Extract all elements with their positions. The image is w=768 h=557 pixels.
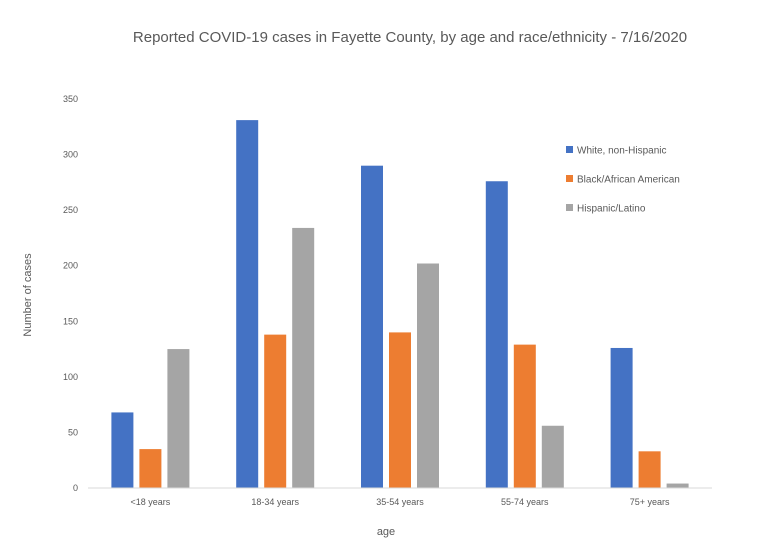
bar-white-non-hispanic-35-54-years: [361, 165, 383, 488]
legend-swatch-hispanic-latino: [566, 204, 573, 211]
bar-hispanic-latino-35-54-years: [417, 263, 439, 488]
x-axis-title: age: [377, 526, 395, 538]
bar-hispanic-latino-55-74-years: [541, 425, 564, 488]
y-axis-title: Number of cases: [22, 253, 34, 337]
legend-swatch-black-african-american: [566, 175, 573, 182]
x-tick-label: 55-74 years: [501, 497, 549, 507]
bar-white-non-hispanic-18-years: [111, 412, 134, 488]
y-tick-label: 0: [73, 483, 78, 493]
y-tick-label: 150: [63, 316, 78, 326]
bar-white-non-hispanic-75-years: [610, 347, 633, 488]
legend-label-white-non-hispanic: White, non-Hispanic: [577, 146, 666, 157]
bar-white-non-hispanic-18-34-years: [236, 120, 259, 489]
y-tick-label: 300: [63, 150, 78, 160]
legend-label-black-african-american: Black/African American: [577, 175, 680, 186]
bar-black-african-american-18-years: [139, 449, 162, 488]
bar-hispanic-latino-18-years: [167, 349, 190, 488]
bar-hispanic-latino-75-years: [666, 483, 689, 488]
bar-hispanic-latino-18-34-years: [292, 227, 315, 488]
x-axis-ticks: <18 years 18-34 years 35-54 years 55-74 yea…: [131, 497, 670, 507]
x-tick-label: 75+ years: [630, 497, 670, 507]
y-axis-ticks: 0 50 100 150 200 250 300 350: [63, 94, 78, 493]
x-tick-label: 35-54 years: [376, 497, 424, 507]
legend: White, non-Hispanic Black/African America…: [566, 146, 680, 215]
legend-swatch-white-non-hispanic: [566, 146, 573, 153]
chart-title: Reported COVID-19 cases in Fayette Count…: [133, 29, 687, 46]
x-tick-label: <18 years: [131, 497, 171, 507]
y-tick-label: 200: [63, 261, 78, 271]
bar-black-african-american-55-74-years: [513, 344, 536, 488]
bar-black-african-american-75-years: [638, 451, 661, 488]
y-tick-label: 50: [68, 427, 78, 437]
y-tick-label: 350: [63, 94, 78, 104]
bars: [111, 120, 689, 489]
bar-white-non-hispanic-55-74-years: [485, 181, 508, 488]
legend-label-hispanic-latino: Hispanic/Latino: [577, 204, 646, 215]
x-tick-label: 18-34 years: [251, 497, 299, 507]
y-tick-label: 250: [63, 205, 78, 215]
bar-black-african-american-18-34-years: [264, 334, 287, 488]
bar-black-african-american-35-54-years: [389, 332, 411, 488]
y-tick-label: 100: [63, 372, 78, 382]
